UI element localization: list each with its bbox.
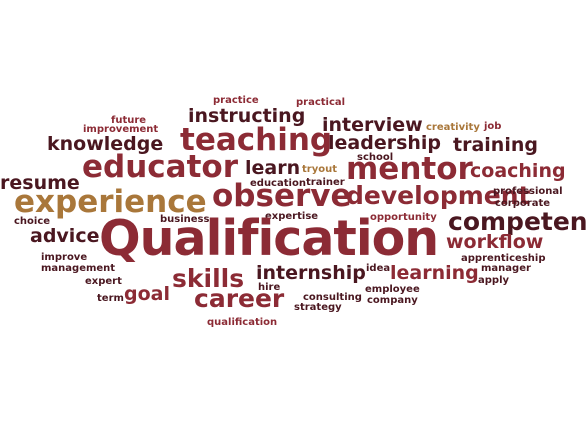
word-idea: idea [366,263,391,274]
word-improvement: improvement [83,124,159,135]
word-career: career [194,284,285,313]
word-creativity: creativity [426,122,480,133]
word-practice: practice [213,95,259,106]
word-qualification-small: qualification [207,317,278,328]
word-interview: interview [322,114,423,136]
word-school: school [357,152,394,163]
word-consulting: consulting [303,292,362,303]
word-employee: employee [365,284,420,295]
word-educator: educator [82,149,238,185]
word-future: future [111,115,147,126]
word-competency: competency [448,207,588,236]
word-learning: learning [390,262,479,284]
word-opportunity: opportunity [370,212,437,223]
word-goal: goal [124,283,170,305]
word-workflow: workflow [446,231,544,253]
word-business: business [160,214,210,225]
word-education: education [250,178,306,189]
word-practical: practical [296,97,346,108]
word-apprenticeship: apprenticeship [461,253,546,264]
word-teaching: teaching [180,122,333,158]
word-tryout: tryout [302,164,337,175]
word-manager: manager [481,263,531,274]
word-knowledge: knowledge [47,133,164,155]
word-job: job [484,121,502,132]
word-professional: professional [493,186,563,197]
word-learn: learn [245,157,301,179]
word-strategy: strategy [294,302,342,313]
word-resume: resume [0,172,80,194]
word-internship: internship [256,262,366,284]
word-advice: advice [30,225,100,247]
word-management: management [41,263,116,274]
word-expertise: expertise [265,211,319,222]
word-coaching: coaching [470,160,566,182]
word-expert: expert [85,276,122,287]
word-choice: choice [14,216,51,227]
word-trainer: trainer [306,177,345,188]
word-training: training [453,134,538,156]
word-experience: experience [14,184,207,220]
word-corporate: corporate [495,198,550,209]
word-instructing: instructing [188,105,306,127]
word-qualification-big: Qualification [99,210,439,267]
word-apply: apply [478,275,510,286]
word-leadership: leadership [328,132,442,154]
word-mentor: mentor [346,151,473,187]
word-observe: observe [212,178,352,214]
word-skills: skills [172,264,245,293]
word-improve: improve [41,252,88,263]
word-hire: hire [258,282,281,293]
word-company: company [367,295,418,306]
word-term: term [97,293,124,304]
word-development: development [346,181,531,210]
